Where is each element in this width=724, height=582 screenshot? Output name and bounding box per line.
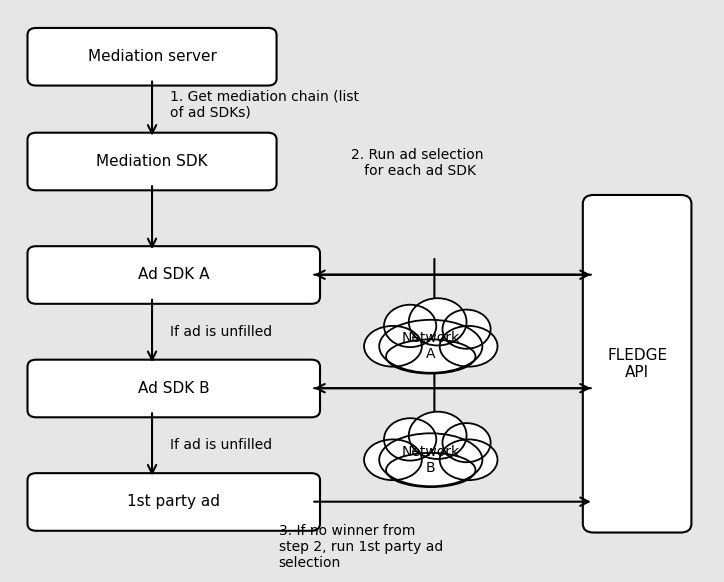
Text: Mediation SDK: Mediation SDK <box>96 154 208 169</box>
Text: 1. Get mediation chain (list
of ad SDKs): 1. Get mediation chain (list of ad SDKs) <box>170 90 359 120</box>
Ellipse shape <box>386 339 476 374</box>
Text: If ad is unfilled: If ad is unfilled <box>170 438 272 452</box>
FancyBboxPatch shape <box>28 473 320 531</box>
Ellipse shape <box>409 298 466 346</box>
Ellipse shape <box>442 310 491 349</box>
FancyBboxPatch shape <box>28 133 277 190</box>
Ellipse shape <box>439 439 497 480</box>
Ellipse shape <box>386 453 476 487</box>
Text: Network
A: Network A <box>402 331 460 361</box>
Text: Network
B: Network B <box>402 445 460 475</box>
Ellipse shape <box>384 305 437 347</box>
Ellipse shape <box>439 326 497 367</box>
Ellipse shape <box>364 439 422 480</box>
Ellipse shape <box>409 411 466 459</box>
Ellipse shape <box>379 433 482 487</box>
Text: 1st party ad: 1st party ad <box>127 495 220 509</box>
FancyBboxPatch shape <box>28 28 277 86</box>
Text: FLEDGE
API: FLEDGE API <box>607 347 668 380</box>
Text: Ad SDK A: Ad SDK A <box>138 268 209 282</box>
Ellipse shape <box>442 423 491 462</box>
Text: Mediation server: Mediation server <box>88 49 216 64</box>
Text: 3. If no winner from
step 2, run 1st party ad
selection: 3. If no winner from step 2, run 1st par… <box>279 524 443 570</box>
FancyBboxPatch shape <box>583 195 691 533</box>
FancyBboxPatch shape <box>28 360 320 417</box>
FancyBboxPatch shape <box>28 246 320 304</box>
Text: 2. Run ad selection
   for each ad SDK: 2. Run ad selection for each ad SDK <box>351 148 484 178</box>
Ellipse shape <box>364 326 422 367</box>
Ellipse shape <box>379 320 482 372</box>
Text: Ad SDK B: Ad SDK B <box>138 381 209 396</box>
Ellipse shape <box>384 418 437 460</box>
Text: If ad is unfilled: If ad is unfilled <box>170 325 272 339</box>
